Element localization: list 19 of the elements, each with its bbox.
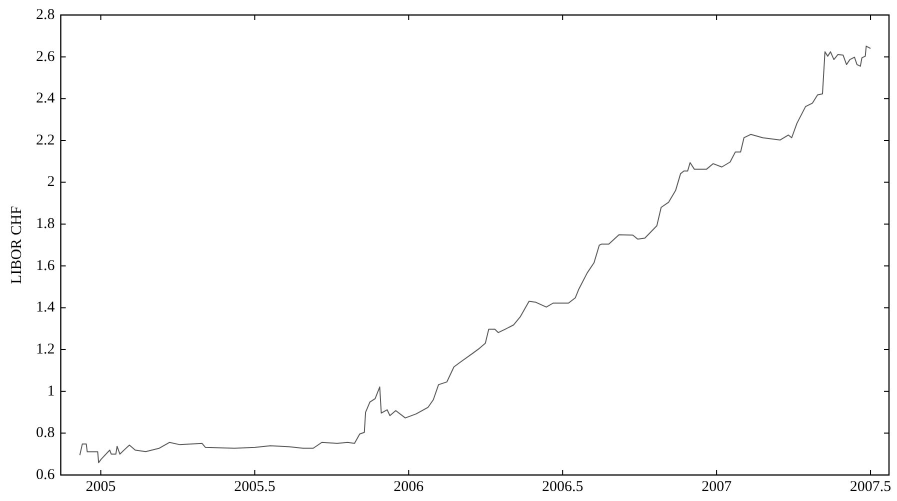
x-tick-label: 2006.5: [542, 478, 584, 495]
y-tick-label: 2: [47, 174, 55, 190]
y-tick-label: 2.8: [36, 6, 55, 23]
y-axis-title: LIBOR CHF: [8, 206, 25, 284]
y-tick-label: 1.8: [36, 216, 55, 232]
y-tick-label: 1.4: [36, 300, 56, 316]
x-tick-label: 2005: [86, 478, 116, 495]
x-tick-label: 2007: [702, 478, 732, 495]
y-tick-label: 1: [47, 383, 55, 400]
y-tick-label: 2.6: [36, 48, 56, 65]
x-tick-label: 2007.5: [850, 478, 892, 495]
x-tick-label: 2005.5: [234, 478, 276, 495]
y-tick-label: 0.8: [36, 425, 55, 442]
y-tick-label: 1.6: [36, 258, 56, 274]
y-tick-label: 0.6: [36, 466, 56, 483]
y-tick-label: 2.4: [36, 90, 56, 107]
x-tick-label: 2006: [394, 478, 424, 495]
y-tick-label: 2.2: [36, 132, 55, 148]
y-tick-label: 1.2: [36, 341, 55, 358]
